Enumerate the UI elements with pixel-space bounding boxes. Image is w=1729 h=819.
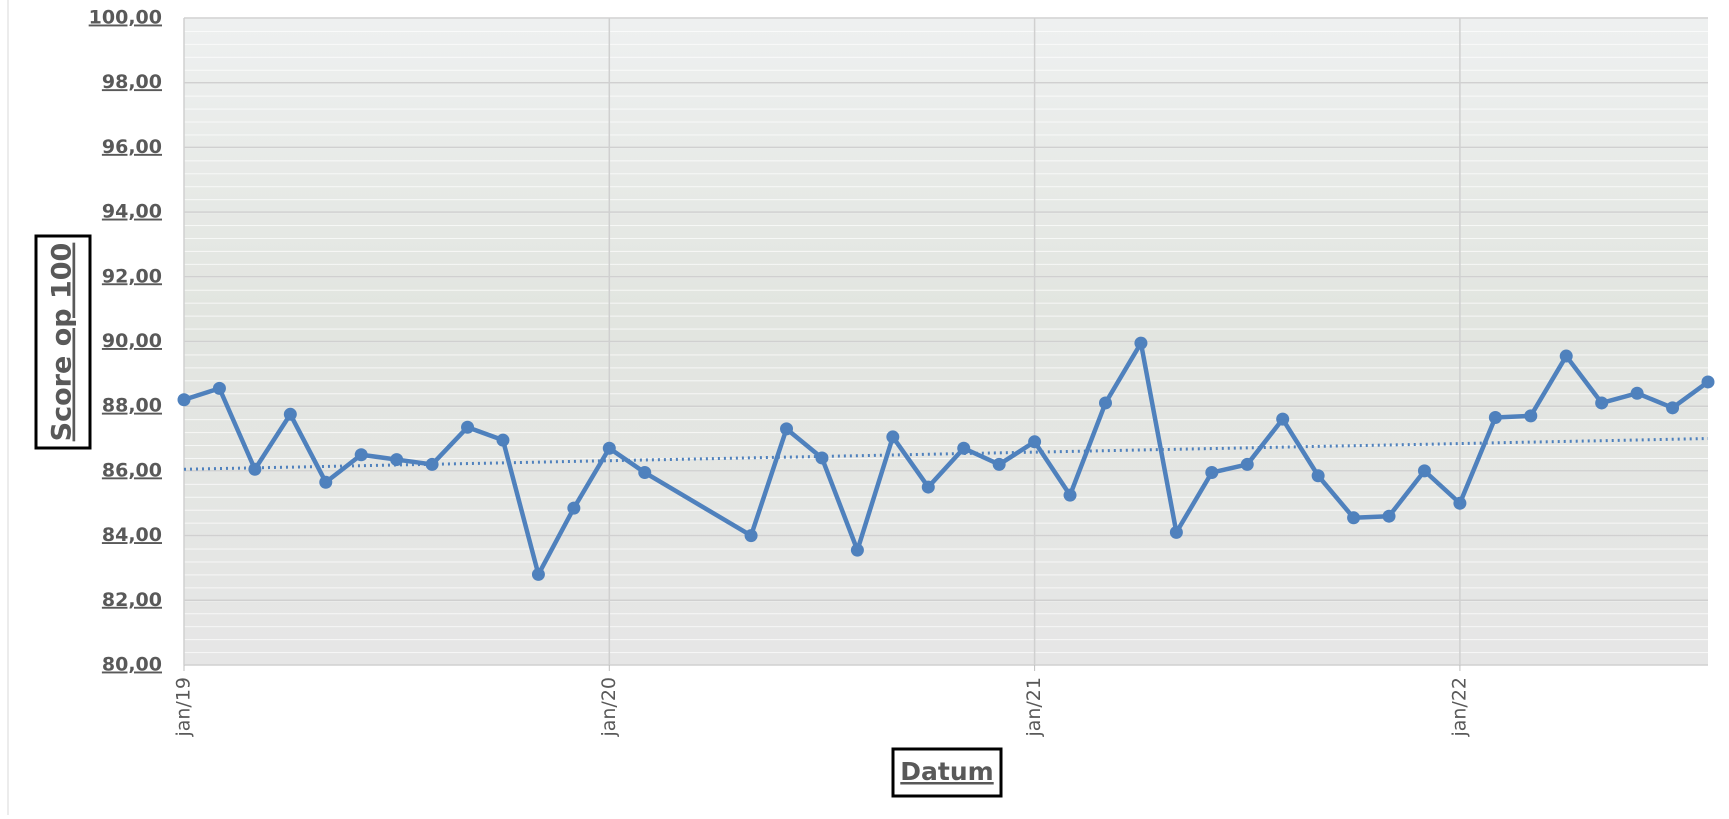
y-tick-label: 82,00 <box>102 589 162 611</box>
data-point <box>744 529 758 543</box>
x-axis-title: Datum <box>900 757 993 786</box>
data-point <box>815 451 829 465</box>
y-title-box <box>34 234 92 450</box>
data-point <box>1240 457 1254 471</box>
data-point <box>1559 349 1573 363</box>
data-point <box>425 457 439 471</box>
y-tick-label: 80,00 <box>102 654 162 676</box>
data-point <box>921 480 935 494</box>
data-point <box>1382 509 1396 523</box>
y-tick-label: 86,00 <box>102 459 162 481</box>
data-point <box>461 420 475 434</box>
trendline <box>183 437 1709 471</box>
x-title-box <box>891 747 1003 798</box>
data-point <box>1028 435 1042 449</box>
y-tick-label: 92,00 <box>102 265 162 287</box>
y-axis-title: Score op 100 <box>47 243 78 442</box>
data-point <box>957 441 971 455</box>
y-tick-label: 96,00 <box>102 136 162 158</box>
y-tick-label: 98,00 <box>102 71 162 93</box>
data-point <box>1134 336 1148 350</box>
y-title-group: Score op 100 <box>34 234 92 450</box>
data-point <box>177 393 191 407</box>
data-point <box>850 543 864 557</box>
y-tick-label: 88,00 <box>102 395 162 417</box>
data-point <box>531 567 545 581</box>
data-point <box>1276 412 1290 426</box>
y-tick-label: 84,00 <box>102 524 162 546</box>
data-point <box>283 407 297 421</box>
data-point <box>1169 525 1183 539</box>
data-point <box>638 466 652 480</box>
x-tick-label: jan/21 <box>1023 677 1045 738</box>
data-point <box>1488 411 1502 425</box>
data-point <box>1205 466 1219 480</box>
data-point <box>1524 409 1538 423</box>
data-point <box>1595 396 1609 410</box>
data-point <box>1417 464 1431 478</box>
data-point <box>1063 488 1077 502</box>
data-point <box>1098 396 1112 410</box>
y-tick-label: 100,00 <box>89 7 162 29</box>
x-tick-label: jan/20 <box>598 677 620 738</box>
x-tick-label: jan/22 <box>1448 677 1470 738</box>
data-point <box>1347 511 1361 525</box>
y-tick-label: 94,00 <box>102 201 162 223</box>
data-point <box>1311 469 1325 483</box>
data-point <box>886 430 900 444</box>
data-point <box>212 381 226 395</box>
y-tick-label: 90,00 <box>102 330 162 352</box>
data-point <box>1630 386 1644 400</box>
data-point <box>1701 375 1715 389</box>
data-point <box>319 475 333 489</box>
data-point <box>354 448 368 462</box>
data-point <box>992 457 1006 471</box>
x-tick-label: jan/19 <box>173 677 195 738</box>
data-point <box>1666 401 1680 415</box>
data-point <box>248 462 262 476</box>
data-point <box>567 501 581 515</box>
data-point <box>602 441 616 455</box>
data-point <box>780 422 794 436</box>
data-point <box>390 453 404 467</box>
data-point <box>1453 496 1467 510</box>
data-point <box>496 433 510 447</box>
